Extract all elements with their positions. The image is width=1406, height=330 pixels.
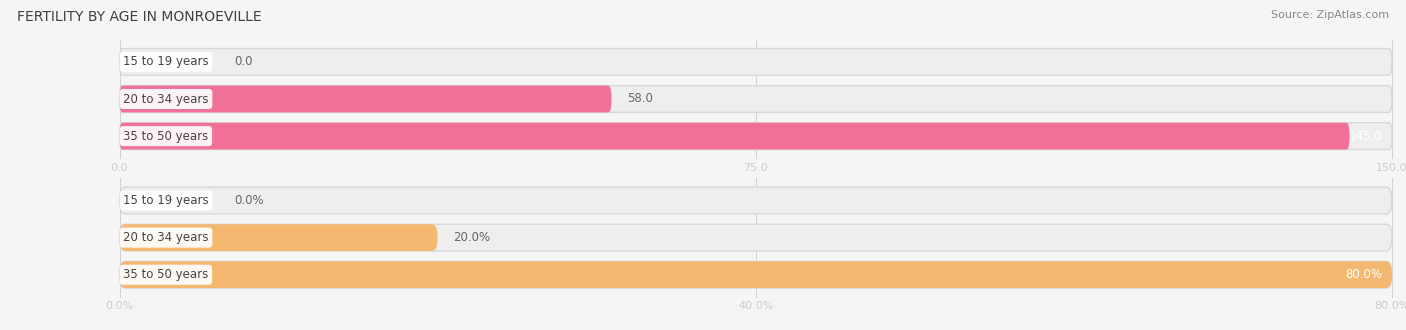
Text: 145.0: 145.0 (1348, 130, 1382, 143)
Text: 20.0%: 20.0% (453, 231, 491, 244)
FancyBboxPatch shape (120, 261, 1392, 288)
Text: FERTILITY BY AGE IN MONROEVILLE: FERTILITY BY AGE IN MONROEVILLE (17, 10, 262, 24)
FancyBboxPatch shape (120, 261, 1392, 288)
FancyBboxPatch shape (120, 123, 1392, 149)
FancyBboxPatch shape (120, 224, 1392, 251)
FancyBboxPatch shape (120, 123, 1350, 149)
Text: 58.0: 58.0 (627, 92, 652, 106)
Text: 15 to 19 years: 15 to 19 years (124, 194, 209, 207)
Text: 0.0%: 0.0% (233, 194, 264, 207)
Text: 35 to 50 years: 35 to 50 years (124, 268, 208, 281)
Text: 20 to 34 years: 20 to 34 years (124, 92, 209, 106)
FancyBboxPatch shape (120, 187, 1392, 214)
Text: 20 to 34 years: 20 to 34 years (124, 231, 209, 244)
FancyBboxPatch shape (120, 224, 437, 251)
Text: 15 to 19 years: 15 to 19 years (124, 55, 209, 68)
Text: 35 to 50 years: 35 to 50 years (124, 130, 208, 143)
Text: 80.0%: 80.0% (1344, 268, 1382, 281)
FancyBboxPatch shape (120, 49, 1392, 75)
FancyBboxPatch shape (120, 86, 1392, 112)
Text: 0.0: 0.0 (233, 55, 253, 68)
Text: Source: ZipAtlas.com: Source: ZipAtlas.com (1271, 10, 1389, 20)
FancyBboxPatch shape (120, 86, 612, 112)
